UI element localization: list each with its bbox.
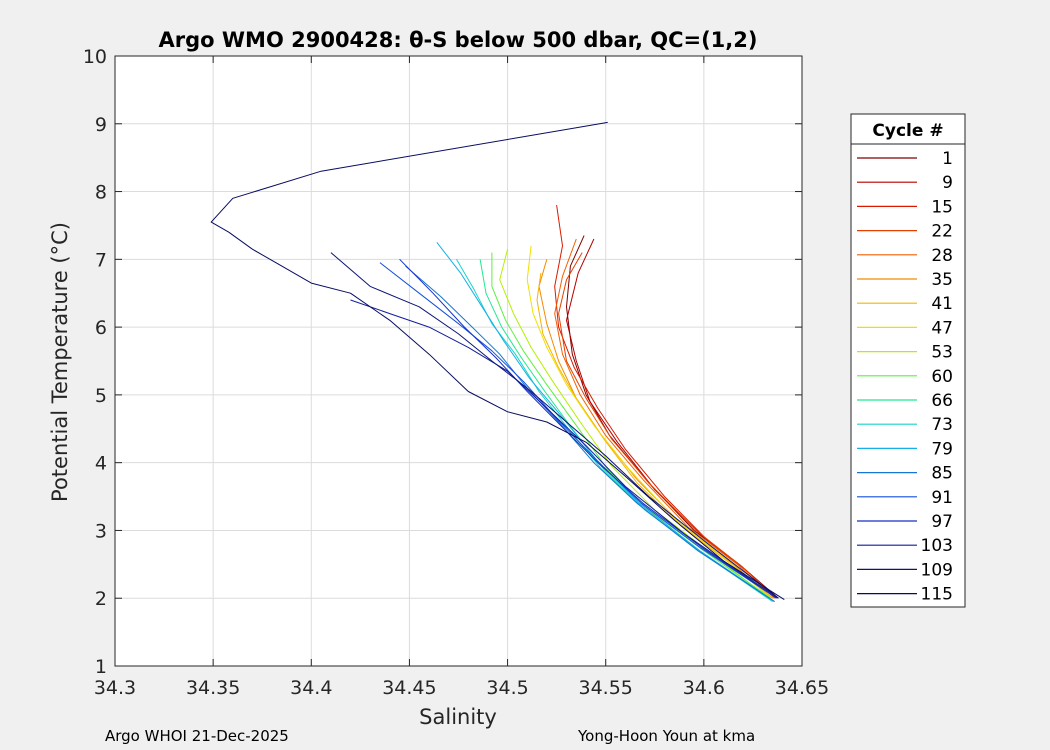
legend-label: 60 (931, 367, 953, 387)
chart-title: Argo WMO 2900428: θ-S below 500 dbar, QC… (159, 28, 758, 52)
legend-label: 22 (931, 222, 953, 242)
legend-label: 79 (931, 439, 953, 459)
legend-label: 91 (931, 488, 953, 508)
series-line-cycle-60 (491, 252, 771, 599)
legend-label: 115 (921, 585, 953, 605)
y-tick-label: 1 (95, 656, 107, 678)
x-tick-label: 34.35 (186, 677, 240, 699)
x-tick-label: 34.55 (579, 677, 633, 699)
legend-label: 35 (931, 270, 953, 290)
legend-label: 97 (931, 512, 953, 532)
y-tick-label: 2 (95, 588, 107, 610)
series-line-cycle-47 (526, 245, 771, 599)
series-line-cycle-115 (210, 121, 785, 601)
plot-frame (114, 55, 803, 667)
x-tick-label: 34.5 (486, 677, 528, 699)
legend-label: 73 (931, 415, 953, 435)
series-line-cycle-103 (350, 299, 779, 599)
x-axis-label: Salinity (419, 705, 497, 729)
y-tick-label: 6 (95, 317, 107, 339)
y-axis-label: Potential Temperature (°C) (48, 222, 72, 502)
legend-label: 103 (921, 536, 953, 556)
plot-area (115, 56, 802, 666)
legend-items: 1 9 15 22 28 35 41 47 53 60 66 73 79 85 91 97 103 109 115 (857, 149, 953, 605)
y-tick-label: 4 (95, 453, 107, 475)
y-tick-label: 10 (83, 46, 107, 68)
y-tick-label: 8 (95, 182, 107, 204)
series-line-cycle-28 (554, 238, 775, 599)
series-line-cycle-79 (436, 242, 775, 603)
legend-label: 1 (942, 149, 953, 169)
series-lines (210, 121, 785, 603)
x-tick-label: 34.6 (683, 677, 725, 699)
legend-label: 9 (942, 173, 953, 193)
legend-title: Cycle # (872, 121, 943, 141)
legend: Cycle # 1 9 15 22 28 35 41 47 53 60 66 73 79 85 91 97 10… (850, 113, 966, 608)
series-line-cycle-22 (558, 252, 777, 599)
series-line-cycle-97 (399, 258, 777, 599)
footer-right-credit: Yong-Hoon Youn at kma (577, 727, 755, 745)
x-tick-label: 34.3 (94, 677, 136, 699)
legend-label: 85 (931, 464, 953, 484)
x-tick-label: 34.45 (382, 677, 436, 699)
series-line-cycle-53 (499, 249, 769, 599)
legend-label: 41 (931, 294, 953, 314)
x-tick-label: 34.65 (775, 677, 829, 699)
legend-label: 53 (931, 343, 953, 363)
axis-ticks: 34.3 34.35 34.4 34.45 34.5 34.55 34.6 34.65 1 2 3 4… (83, 46, 829, 699)
legend-label: 28 (931, 246, 953, 266)
legend-label: 66 (931, 391, 953, 411)
legend-box (850, 113, 966, 608)
series-line-cycle-109 (330, 252, 779, 599)
y-tick-label: 3 (95, 520, 107, 542)
footer-left-credit: Argo WHOI 21-Dec-2025 (105, 727, 289, 745)
legend-label: 109 (921, 560, 953, 580)
series-line-cycle-91 (379, 262, 777, 599)
x-tick-label: 34.4 (290, 677, 332, 699)
y-tick-label: 9 (95, 114, 107, 136)
legend-label: 47 (931, 318, 953, 338)
series-line-cycle-15 (554, 205, 775, 599)
y-tick-label: 5 (95, 385, 107, 407)
y-tick-label: 7 (95, 249, 107, 271)
legend-label: 15 (931, 197, 953, 217)
